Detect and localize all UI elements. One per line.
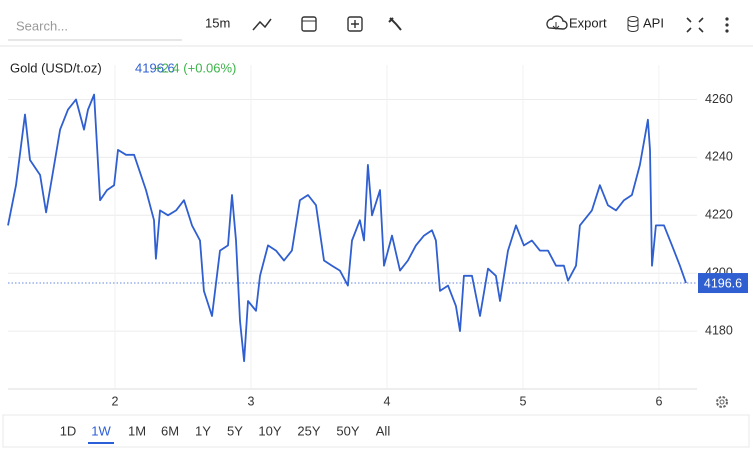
x-tick-label: 3 — [248, 394, 255, 408]
indicator-icon[interactable] — [347, 16, 363, 32]
range-button[interactable]: 10Y — [258, 423, 281, 438]
fullscreen-icon[interactable] — [686, 17, 704, 33]
x-tick-label: 4 — [383, 394, 390, 408]
y-tick-label: 4240 — [705, 150, 733, 164]
settings-wrench-icon[interactable] — [388, 17, 402, 31]
more-icon[interactable] — [725, 17, 729, 33]
range-button[interactable]: 1Y — [195, 423, 211, 438]
range-button[interactable]: 6M — [161, 423, 179, 438]
export-icon[interactable] — [546, 15, 568, 30]
x-tick-label: 5 — [519, 394, 526, 408]
calendar-icon[interactable] — [301, 16, 317, 32]
line-type-icon[interactable] — [252, 18, 272, 31]
last-price-label: 4196.6 — [704, 276, 742, 290]
legend-name: Gold (USD/t.oz) — [10, 60, 102, 75]
range-button[interactable]: 50Y — [336, 423, 359, 438]
legend-change: +2.4 (+0.06%) — [154, 60, 236, 75]
y-tick-label: 4260 — [705, 92, 733, 106]
api-button[interactable]: API — [643, 15, 664, 30]
x-tick-label: 2 — [112, 394, 119, 408]
range-button[interactable]: 1D — [60, 423, 77, 438]
interval-button[interactable]: 15m — [205, 15, 230, 30]
x-tick-label: 6 — [655, 394, 662, 408]
range-button[interactable]: 1W — [91, 423, 111, 438]
last-price-badge — [698, 273, 748, 294]
chart-settings-icon[interactable] — [716, 396, 728, 408]
y-tick-label: 4180 — [705, 323, 733, 337]
range-buttons: 1D 1W 1M 6M 1Y 5Y 10Y 25Y 50Y All — [60, 423, 391, 444]
range-bar — [2, 414, 750, 448]
api-icon[interactable] — [627, 16, 639, 32]
range-button[interactable]: All — [376, 423, 391, 438]
y-tick-label: 4220 — [705, 208, 733, 222]
price-line — [7, 93, 687, 363]
range-button[interactable]: 25Y — [297, 423, 320, 438]
range-button[interactable]: 5Y — [227, 423, 243, 438]
export-button[interactable]: Export — [569, 15, 607, 30]
toolbar: Search... 15m Export API — [8, 15, 729, 41]
legend-last: 4196.6 — [135, 60, 175, 75]
range-button[interactable]: 1M — [128, 423, 146, 438]
search-box[interactable]: Search... — [16, 18, 68, 33]
